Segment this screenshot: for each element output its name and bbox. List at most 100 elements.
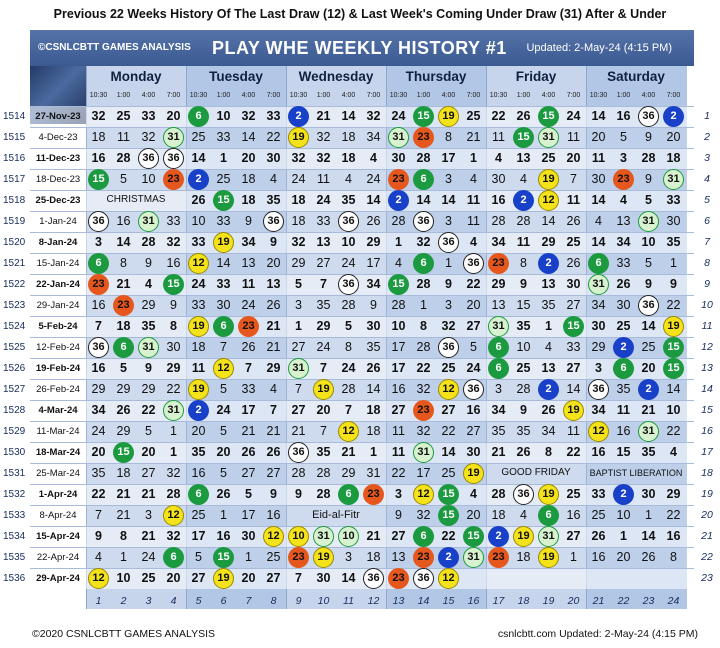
holiday-note: GOOD FRIDAY (501, 467, 571, 478)
draw-number-circle: 19 (463, 463, 484, 484)
draw-number-cell: 26 (641, 550, 656, 564)
draw-number-circle: 15 (163, 274, 184, 295)
draw-number-cell: 4 (270, 382, 277, 396)
draw-number-cell: 29 (116, 382, 131, 396)
draw-number-circle: 31 (638, 421, 659, 442)
draw-number: 1523 (3, 300, 26, 311)
row-index: 10 (701, 299, 713, 311)
draw-number-circle: 36 (638, 295, 659, 316)
draw-number-cell: 7 (295, 382, 302, 396)
draw-number-cell: 11 (567, 130, 580, 144)
draw-number-cell: 14 (591, 193, 606, 207)
draw-number-circle: 2 (538, 253, 559, 274)
draw-number-circle: 6 (113, 337, 134, 358)
draw-number-cell: 13 (391, 550, 406, 564)
table-row (30, 547, 694, 568)
draw-number-cell: 1 (220, 508, 227, 522)
draw-number-cell: 30 (616, 298, 631, 312)
draw-number-cell: 32 (291, 235, 306, 249)
draw-number: 1526 (3, 363, 26, 374)
draw-number: 1522 (3, 279, 26, 290)
draw-number-cell: 35 (341, 193, 356, 207)
draw-number-circle: 36 (163, 148, 184, 169)
draw-number-cell: 9 (170, 298, 177, 312)
draw-number-cell: 25 (216, 172, 231, 186)
draw-number-cell: 28 (491, 214, 506, 228)
draw-number-cell: 20 (216, 445, 231, 459)
draw-number-cell: 9 (520, 277, 527, 291)
draw-number-circle: 19 (188, 379, 209, 400)
draw-number-circle: 36 (638, 106, 659, 127)
draw-number-cell: 14 (641, 319, 656, 333)
draw-number-circle: 31 (413, 442, 434, 463)
draw-number-cell: 32 (316, 130, 331, 144)
draw-number-circle: 19 (538, 547, 559, 568)
draw-number-cell: 24 (341, 361, 356, 375)
draw-number-cell: 3 (445, 172, 452, 186)
row-index: 7 (704, 236, 710, 248)
draw-number-cell: 35 (491, 424, 506, 438)
draw-number-cell: 33 (191, 298, 206, 312)
draw-number-cell: 1 (645, 508, 652, 522)
draw-number-cell: 5 (645, 256, 652, 270)
draw-number-cell: 18 (191, 340, 206, 354)
draw-number-cell: 5 (470, 340, 477, 354)
draw-number-cell: 29 (91, 382, 106, 396)
day-header-tuesday: Tuesday (209, 69, 263, 84)
draw-number-circle: 15 (388, 274, 409, 295)
draw-number-cell: 33 (241, 382, 256, 396)
draw-number-cell: 14 (641, 529, 656, 543)
draw-number-cell: 28 (391, 214, 406, 228)
draw-number-cell: 22 (266, 130, 281, 144)
draw-number-cell: 26 (616, 277, 631, 291)
week-date: 4-Dec-23 (38, 132, 78, 143)
draw-number-cell: 35 (266, 193, 281, 207)
draw-number-cell: 11 (466, 193, 481, 207)
draw-number: 1529 (3, 426, 26, 437)
draw-number-circle: 19 (313, 547, 334, 568)
time-label: 4:00 (341, 92, 356, 99)
draw-number-cell: 14 (591, 235, 606, 249)
row-index: 22 (701, 551, 713, 563)
draw-number-circle: 31 (638, 211, 659, 232)
draw-number: 1521 (3, 258, 26, 269)
draw-number-circle: 12 (263, 526, 284, 547)
row-index: 1 (704, 110, 710, 122)
draw-number-circle: 23 (113, 295, 134, 316)
draw-number-cell: 33 (591, 487, 606, 501)
draw-number-circle: 15 (113, 442, 134, 463)
draw-number-cell: 15 (516, 298, 531, 312)
draw-number-cell: 30 (591, 172, 606, 186)
draw-number-cell: 24 (316, 193, 331, 207)
draw-number-cell: 3 (445, 298, 452, 312)
draw-number-cell: 3 (620, 151, 627, 165)
draw-number-cell: 28 (316, 466, 331, 480)
draw-number-cell: 27 (266, 466, 281, 480)
week-date: 29-Apr-24 (36, 573, 80, 584)
draw-number: 1527 (3, 384, 26, 395)
draw-number-cell: 34 (541, 424, 556, 438)
draw-number-cell: 22 (466, 277, 481, 291)
draw-number-circle: 19 (563, 400, 584, 421)
draw-number-cell: 27 (291, 340, 306, 354)
draw-number-cell: 29 (141, 298, 156, 312)
draw-number-cell: 29 (541, 235, 556, 249)
draw-number-cell: 30 (491, 172, 506, 186)
time-label: 10:30 (289, 92, 308, 99)
updated-label: Updated: 2-May-24 (4:15 PM) (526, 42, 672, 54)
page-title: Previous 22 Weeks History Of The Last Dr… (53, 7, 667, 21)
draw-number-cell: 9 (395, 508, 402, 522)
board-title: PLAY WHE WEEKLY HISTORY #1 (212, 38, 507, 58)
column-index: 6 (220, 595, 227, 607)
week-date: 8-Apr-24 (39, 510, 77, 521)
draw-number-cell: 9 (270, 235, 277, 249)
week-date: 1-Jan-24 (39, 216, 77, 227)
draw-number-cell: 27 (441, 403, 456, 417)
draw-number-cell: 7 (270, 403, 277, 417)
draw-number-cell: 28 (116, 151, 131, 165)
row-index: 13 (701, 362, 713, 374)
week-date: 12-Feb-24 (36, 342, 80, 353)
draw-number-cell: 17 (241, 508, 256, 522)
draw-number-cell: 26 (516, 109, 531, 123)
row-index: 8 (704, 257, 710, 269)
